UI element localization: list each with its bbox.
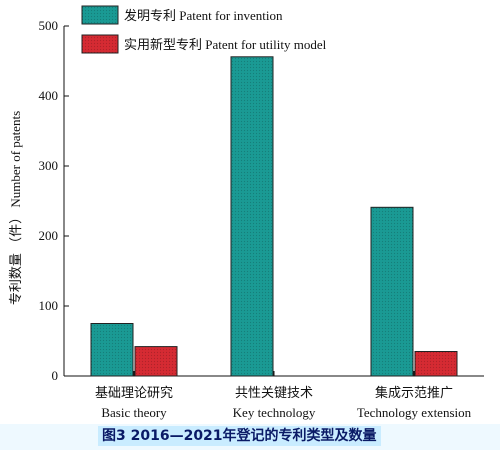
- axes: [63, 25, 484, 377]
- y-tick-label: 400: [39, 88, 59, 103]
- bar-texture: [135, 346, 177, 376]
- legend-swatch-texture: [82, 6, 118, 24]
- y-tick-label: 300: [39, 158, 59, 173]
- bar-texture: [231, 56, 273, 377]
- x-tick-label-zh: 基础理论研究: [95, 385, 173, 400]
- bar-texture: [371, 207, 413, 376]
- y-tick-labels: 0 100 200 300 400 500: [39, 18, 59, 383]
- y-tick-label: 500: [39, 18, 59, 33]
- bars: [90, 56, 458, 377]
- y-tick-label: 100: [39, 298, 59, 313]
- x-tick-label-en: Technology extension: [357, 405, 472, 420]
- legend-label: 实用新型专利 Patent for utility model: [124, 37, 327, 52]
- x-tick-label-zh: 共性关键技术: [235, 385, 313, 400]
- legend-label: 发明专利 Patent for invention: [124, 8, 283, 23]
- bar-texture: [415, 351, 457, 376]
- y-tick-label: 200: [39, 228, 59, 243]
- legend: 发明专利 Patent for invention 实用新型专利 Patent f…: [81, 5, 327, 54]
- x-tick-label-zh: 集成示范推广: [375, 385, 453, 400]
- y-axis-title: 专利数量 （件） Number of patents: [8, 111, 23, 305]
- x-tick-labels: 基础理论研究 Basic theory 共性关键技术 Key technology 集成…: [95, 385, 472, 420]
- x-tick-label-en: Key technology: [233, 405, 316, 420]
- legend-swatch-texture: [82, 35, 118, 53]
- y-tick-label: 0: [52, 368, 59, 383]
- bar-chart: 基础理论研究 Basic theory 共性关键技术 Key technology 集成…: [8, 5, 484, 420]
- bar-texture: [91, 323, 133, 376]
- x-tick-label-en: Basic theory: [101, 405, 167, 420]
- figure-caption: 图3 2016—2021年登记的专利类型及数量: [98, 426, 381, 446]
